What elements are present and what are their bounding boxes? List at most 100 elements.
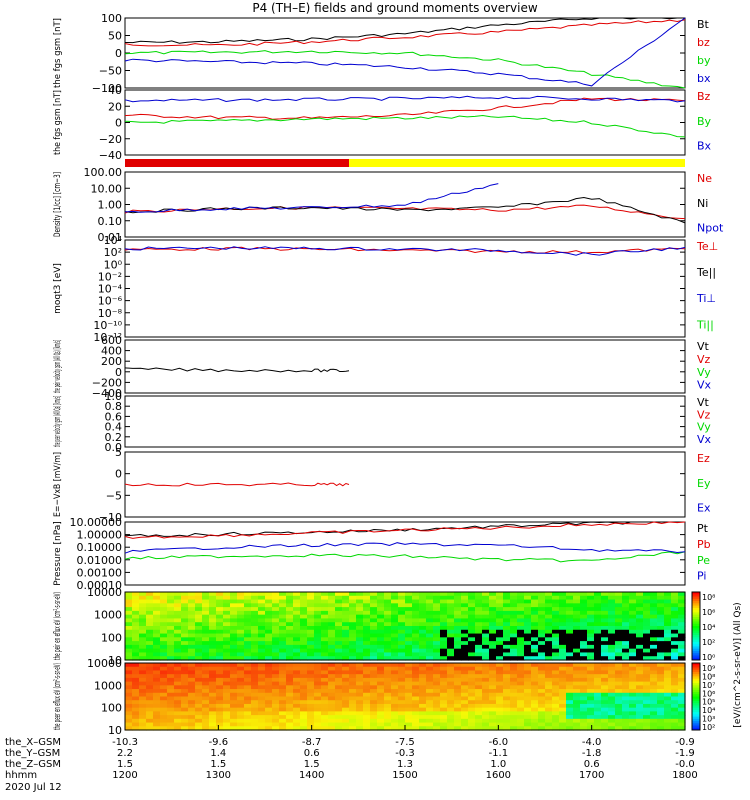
- heatmap-cell: [468, 652, 476, 657]
- heatmap-cell: [251, 700, 259, 705]
- heatmap-cell: [580, 703, 588, 709]
- heatmap-cell: [475, 692, 483, 698]
- heatmap-cell: [342, 696, 350, 701]
- heatmap-cell: [559, 663, 567, 668]
- heatmap-cell: [258, 703, 266, 709]
- heatmap-cell: [440, 707, 448, 712]
- heatmap-cell: [181, 614, 189, 620]
- heatmap-cell: [132, 692, 140, 698]
- heatmap-cell: [202, 722, 210, 727]
- heatmap-cell: [363, 670, 371, 675]
- heatmap-cell: [545, 666, 553, 672]
- heatmap-cell: [384, 599, 392, 604]
- heatmap-cell: [230, 595, 238, 601]
- heatmap-cell: [524, 652, 532, 657]
- heatmap-cell: [510, 696, 518, 701]
- heatmap-cell: [244, 726, 252, 731]
- ytick-label: 10⁻²: [98, 270, 122, 283]
- heatmap-cell: [489, 692, 497, 698]
- heatmap-cell: [174, 622, 182, 627]
- heatmap-cell: [216, 689, 224, 694]
- heatmap-cell: [433, 722, 441, 727]
- colorbar-cell: [692, 685, 700, 689]
- heatmap-cell: [482, 722, 490, 727]
- heatmap-cell: [314, 707, 322, 712]
- heatmap-cell: [265, 618, 273, 623]
- heatmap-cell: [461, 670, 469, 675]
- colorbar-cell: [692, 678, 700, 682]
- colorbar-cell: [692, 596, 700, 600]
- heatmap-cell: [496, 652, 504, 657]
- heatmap-cell: [475, 603, 483, 608]
- colorbar-cell: [692, 667, 700, 671]
- heatmap-cell: [405, 610, 413, 616]
- heatmap-cell: [657, 718, 665, 724]
- heatmap-cell: [440, 685, 448, 690]
- heatmap-cell: [678, 637, 686, 642]
- colorbar-cell: [692, 689, 700, 693]
- heatmap-cell: [181, 703, 189, 709]
- heatmap-cell: [230, 622, 238, 627]
- heatmap-cell: [251, 637, 259, 642]
- heatmap-cell: [356, 718, 364, 724]
- heatmap-cell: [657, 648, 665, 654]
- heatmap-cell: [195, 703, 203, 709]
- heatmap-cell: [398, 703, 406, 709]
- heatmap-cell: [132, 599, 140, 604]
- heatmap-cell: [132, 603, 140, 608]
- heatmap-cell: [657, 633, 665, 638]
- heatmap-cell: [223, 666, 231, 672]
- heatmap-cell: [433, 599, 441, 604]
- heatmap-cell: [202, 692, 210, 698]
- heatmap-cell: [475, 711, 483, 716]
- heatmap-cell: [251, 610, 259, 616]
- heatmap-cell: [566, 614, 574, 620]
- heatmap-cell: [342, 692, 350, 698]
- heatmap-cell: [496, 614, 504, 620]
- heatmap-cell: [552, 692, 560, 698]
- heatmap-cell: [538, 614, 546, 620]
- heatmap-cell: [461, 677, 469, 683]
- heatmap-cell: [377, 696, 385, 701]
- heatmap-cell: [566, 681, 574, 686]
- heatmap-cell: [538, 685, 546, 690]
- heatmap-cell: [363, 707, 371, 712]
- heatmap-cell: [230, 674, 238, 679]
- heatmap-cell: [370, 677, 378, 683]
- heatmap-cell: [587, 656, 595, 661]
- heatmap-cell: [503, 610, 511, 616]
- heatmap-cell: [398, 618, 406, 623]
- heatmap-cell: [300, 696, 308, 701]
- heatmap-cell: [426, 703, 434, 709]
- heatmap-cell: [566, 626, 574, 631]
- xrow-value: -10.3: [112, 737, 138, 748]
- heatmap-cell: [125, 715, 133, 720]
- heatmap-cell: [580, 592, 588, 597]
- heatmap-cell: [440, 626, 448, 631]
- legend-Ex-6: Ex: [697, 502, 711, 515]
- heatmap-cell: [146, 648, 154, 654]
- heatmap-cell: [356, 626, 364, 631]
- heatmap-cell: [419, 652, 427, 657]
- heatmap-cell: [426, 711, 434, 716]
- heatmap-cell: [517, 603, 525, 608]
- heatmap-cell: [258, 622, 266, 627]
- heatmap-cell: [426, 652, 434, 657]
- heatmap-cell: [587, 718, 595, 724]
- heatmap-cell: [433, 681, 441, 686]
- heatmap-cell: [517, 726, 525, 731]
- heatmap-cell: [265, 715, 273, 720]
- heatmap-cell: [503, 644, 511, 650]
- heatmap-cell: [538, 592, 546, 597]
- heatmap-cell: [552, 599, 560, 604]
- heatmap-cell: [538, 622, 546, 627]
- heatmap-cell: [174, 700, 182, 705]
- heatmap-cell: [370, 726, 378, 731]
- heatmap-cell: [545, 700, 553, 705]
- heatmap-cell: [321, 614, 329, 620]
- heatmap-cell: [160, 677, 168, 683]
- heatmap-cell: [160, 618, 168, 623]
- heatmap-cell: [349, 666, 357, 672]
- heatmap-cell: [405, 696, 413, 701]
- heatmap-cell: [559, 718, 567, 724]
